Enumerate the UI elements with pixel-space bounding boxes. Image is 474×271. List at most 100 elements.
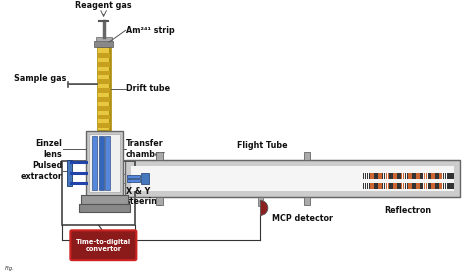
Bar <box>98 106 109 111</box>
Bar <box>410 183 412 189</box>
Bar <box>393 183 395 189</box>
Bar <box>424 173 425 179</box>
Bar <box>403 183 404 189</box>
Text: Time-to-digital
convertor: Time-to-digital convertor <box>76 239 131 252</box>
Bar <box>439 183 440 189</box>
Bar <box>98 123 109 128</box>
Bar <box>416 173 418 179</box>
Bar <box>378 183 380 189</box>
Bar <box>422 183 423 189</box>
Bar <box>395 173 397 179</box>
Bar <box>399 173 401 179</box>
Bar <box>304 197 310 205</box>
Bar <box>435 183 437 189</box>
Bar <box>433 183 435 189</box>
Bar <box>98 97 109 102</box>
Bar <box>363 173 365 179</box>
Bar <box>390 183 391 189</box>
Bar <box>105 136 110 190</box>
Bar <box>386 183 387 189</box>
Bar <box>373 183 374 189</box>
Bar <box>257 197 263 206</box>
Bar <box>426 173 427 179</box>
Bar <box>369 173 370 179</box>
Bar <box>156 153 163 160</box>
Bar <box>380 173 382 179</box>
Bar <box>99 48 109 130</box>
Bar <box>98 62 109 67</box>
Bar <box>365 173 366 179</box>
Bar <box>399 183 401 189</box>
Bar <box>98 70 109 75</box>
Bar <box>418 183 419 189</box>
Bar <box>393 173 395 179</box>
Bar <box>435 173 437 179</box>
Text: Transfer
chamber: Transfer chamber <box>126 139 165 159</box>
Bar <box>388 183 389 189</box>
Bar <box>414 183 416 189</box>
Bar <box>367 173 368 179</box>
Bar <box>410 173 412 179</box>
Text: Reagent gas: Reagent gas <box>75 1 132 10</box>
Bar <box>414 173 416 179</box>
Bar <box>98 88 109 93</box>
Bar <box>412 183 414 189</box>
Bar <box>429 173 431 179</box>
Bar <box>390 173 391 179</box>
Bar <box>378 173 380 179</box>
Text: Einzel
lens: Einzel lens <box>36 139 63 159</box>
Bar <box>439 173 440 179</box>
Bar <box>437 173 438 179</box>
Bar <box>420 183 421 189</box>
Bar <box>424 183 425 189</box>
Bar <box>94 41 113 47</box>
Bar <box>384 183 385 189</box>
Bar <box>445 173 446 179</box>
Bar <box>369 183 370 189</box>
Bar <box>86 131 123 196</box>
Bar <box>156 197 163 205</box>
Text: MCP detector: MCP detector <box>272 214 333 223</box>
Bar <box>437 183 438 189</box>
Bar <box>127 175 140 178</box>
Bar <box>448 183 450 189</box>
Bar <box>386 173 387 179</box>
Bar <box>443 183 444 189</box>
Bar <box>79 204 130 212</box>
Bar <box>98 53 109 58</box>
Bar <box>403 173 404 179</box>
Bar <box>131 166 454 191</box>
Bar <box>365 183 366 189</box>
Bar <box>371 183 372 189</box>
Bar <box>81 195 128 204</box>
Bar <box>388 173 389 179</box>
Bar <box>382 173 383 179</box>
Bar <box>428 183 429 189</box>
Bar <box>416 183 418 189</box>
Bar <box>125 160 460 197</box>
Text: Flight Tube: Flight Tube <box>237 141 288 150</box>
Bar <box>418 173 419 179</box>
Bar <box>422 173 423 179</box>
Bar <box>392 173 393 179</box>
Bar <box>67 160 72 186</box>
Bar <box>384 173 385 179</box>
Bar <box>450 173 452 179</box>
Bar <box>397 183 399 189</box>
Bar <box>374 183 376 189</box>
Bar <box>89 134 120 192</box>
Text: Pulsed
extractor: Pulsed extractor <box>20 161 63 181</box>
Bar <box>123 174 125 183</box>
Bar <box>441 173 442 179</box>
Bar <box>395 183 397 189</box>
Bar <box>431 183 433 189</box>
Bar <box>376 183 378 189</box>
Bar <box>376 173 378 179</box>
Bar <box>450 183 452 189</box>
Text: Fig.: Fig. <box>5 266 15 271</box>
Text: X & Y
steering: X & Y steering <box>126 187 164 206</box>
Bar <box>443 173 444 179</box>
Wedge shape <box>260 201 268 215</box>
Bar <box>447 173 448 179</box>
Bar <box>407 173 408 179</box>
